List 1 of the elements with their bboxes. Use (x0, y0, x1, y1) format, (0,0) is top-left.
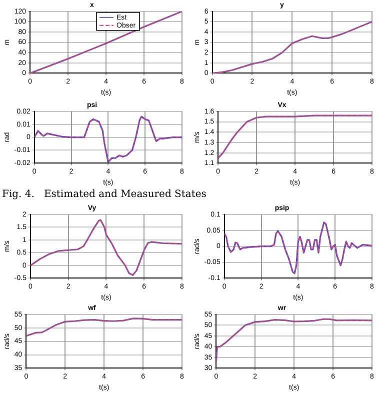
caption: Fig. 4. Estimated and Measured States (2, 189, 206, 200)
